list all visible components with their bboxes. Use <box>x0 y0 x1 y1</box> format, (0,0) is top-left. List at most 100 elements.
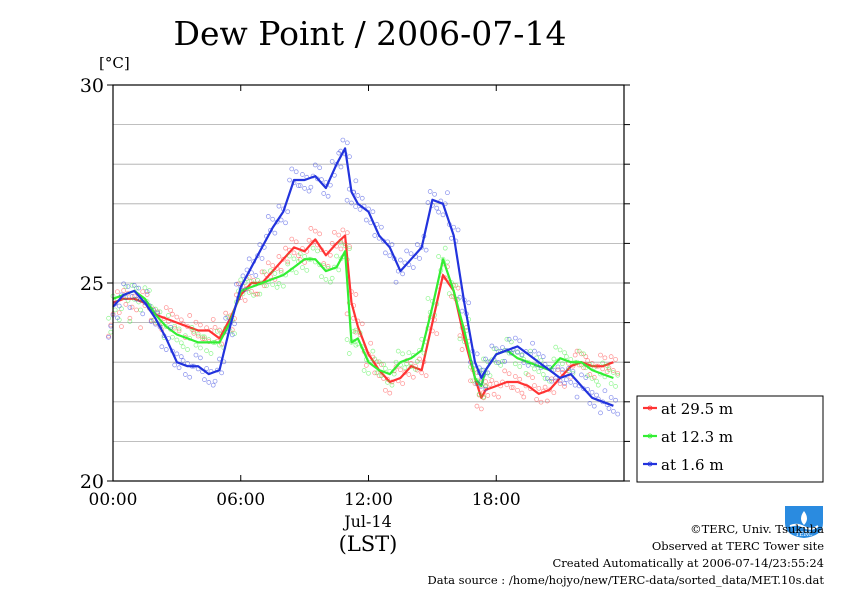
series-2-point <box>106 315 111 321</box>
series-3-point <box>521 360 527 365</box>
legend-label-1: at 29.5 m <box>661 400 733 418</box>
series-1-point <box>293 239 299 245</box>
series-3-point <box>457 294 463 300</box>
series-3-point <box>564 377 569 382</box>
series-3-point <box>317 165 323 171</box>
series-1-point <box>289 236 295 242</box>
series-2-line <box>112 250 614 388</box>
series-3-point <box>549 378 555 384</box>
series-3-point <box>555 364 561 370</box>
series-1-point <box>483 379 488 384</box>
series-1-point <box>544 398 550 404</box>
series-3-point <box>574 394 580 400</box>
series-2-point <box>278 269 284 275</box>
series-3-point <box>127 305 133 310</box>
series-1-point <box>406 372 412 377</box>
series-1-point <box>423 373 429 379</box>
series-1-point <box>170 311 175 317</box>
series-1-point <box>538 399 544 405</box>
series-1-point <box>198 322 203 328</box>
series-2-point <box>395 348 401 354</box>
series-2-point <box>391 371 397 377</box>
series-1-line <box>112 234 614 399</box>
series-1 <box>106 226 621 412</box>
series-2-point <box>285 261 291 267</box>
series-3-point <box>538 365 544 371</box>
series-3-point <box>483 386 489 392</box>
series-2-point <box>202 334 207 340</box>
series-2-point <box>251 292 256 298</box>
series-3-point <box>436 209 441 215</box>
series-2-point <box>291 256 297 262</box>
series-3-point <box>223 315 229 321</box>
series-2-point <box>385 380 390 385</box>
series-3-point <box>257 242 263 247</box>
series-1-point <box>168 307 173 313</box>
credit-site: Observed at TERC Tower site <box>651 539 824 553</box>
series-2-point <box>191 328 197 334</box>
series-2-point <box>442 245 448 251</box>
series-2-point <box>338 240 344 246</box>
series-2-point <box>559 361 565 367</box>
series-2-point <box>357 330 363 336</box>
series-1-point <box>363 363 369 368</box>
series-1-point <box>317 231 323 237</box>
legend-marker-3 <box>647 461 653 467</box>
series-1-point <box>615 370 621 376</box>
series-2-point <box>606 367 612 373</box>
series-1-point <box>127 315 133 321</box>
series-1-point <box>510 385 516 390</box>
series-2-point <box>562 350 567 356</box>
series-3-point <box>583 375 589 380</box>
series-1-point <box>468 378 473 384</box>
series-3-point <box>182 372 188 377</box>
series-2-point <box>334 253 339 259</box>
series-2-point <box>163 324 169 329</box>
series-1-point <box>276 254 282 259</box>
series-2-point <box>457 336 463 342</box>
series-2-point <box>344 337 350 342</box>
series-3-point <box>297 183 303 188</box>
series-1-point <box>255 291 260 297</box>
series-3-point <box>417 256 422 261</box>
series-3-point <box>180 358 186 363</box>
series-2-point <box>453 283 459 288</box>
series-1-point <box>551 390 557 396</box>
series-2-point <box>508 339 514 345</box>
series-1-point <box>532 383 537 388</box>
series-3-point <box>329 159 335 164</box>
series-1-point <box>387 390 393 396</box>
series-3-point <box>148 319 154 324</box>
series-2-point <box>557 347 563 353</box>
series-2-point <box>523 370 529 376</box>
series-1-point <box>519 390 525 396</box>
series-2-point <box>323 277 329 282</box>
series-2-point <box>421 350 427 356</box>
series-3-point <box>353 178 359 184</box>
series-2-point <box>280 283 286 289</box>
series-2-point <box>276 281 282 286</box>
series-2-point <box>204 348 209 354</box>
series-1-point <box>572 352 578 358</box>
series-3-point <box>242 287 248 293</box>
series-1-point <box>398 367 403 373</box>
series-3-point <box>414 242 420 247</box>
series-1-point <box>400 381 405 386</box>
series-2-point <box>542 376 548 381</box>
series-3-point <box>246 256 252 262</box>
series-1-point <box>144 292 150 297</box>
series-3-point <box>168 325 173 330</box>
series-3-point <box>525 363 531 368</box>
series-1-point <box>174 314 180 320</box>
series-3-point <box>253 273 259 278</box>
y-tick-label: 20 <box>80 471 104 493</box>
series-3-point <box>270 216 276 222</box>
legend-box <box>636 395 824 483</box>
series-1-point <box>178 317 184 323</box>
series-3-point <box>129 294 135 299</box>
series-1-point <box>344 230 350 236</box>
series-1-point <box>121 288 126 293</box>
series-2-point <box>170 334 175 340</box>
series-3-point <box>466 300 472 306</box>
series-3-point <box>202 377 207 382</box>
